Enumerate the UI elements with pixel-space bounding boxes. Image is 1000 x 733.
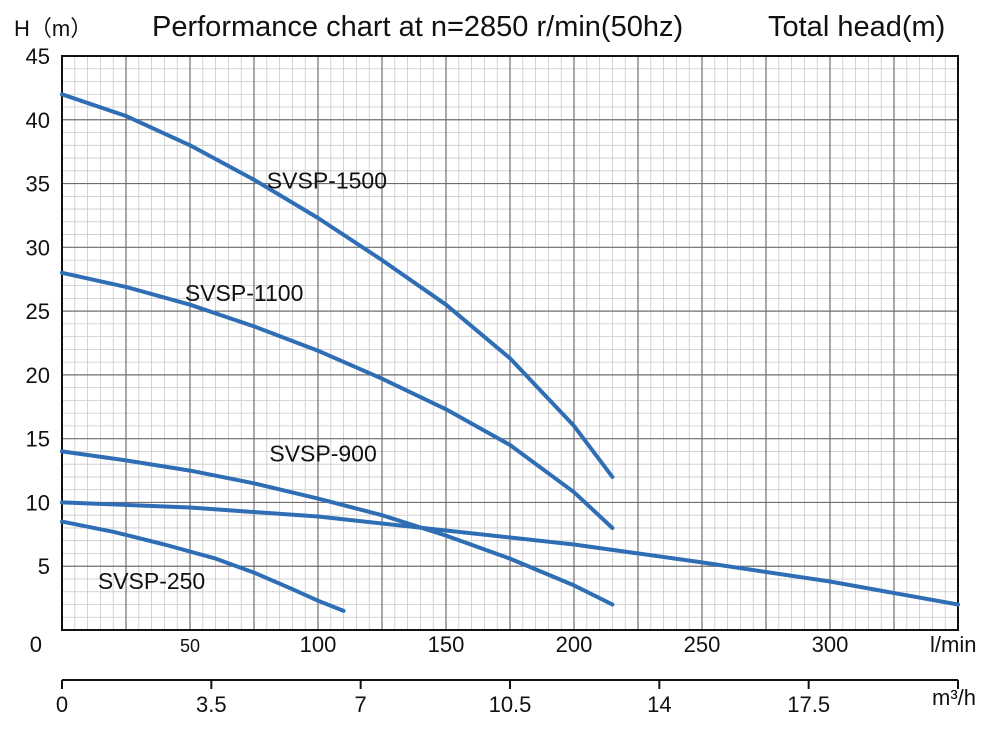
x2-tick-label: 0 bbox=[56, 692, 68, 717]
series-line-svsp-1100 bbox=[60, 270, 615, 530]
series-line-unlabeled-3 bbox=[60, 500, 960, 607]
y-tick-label: 0 bbox=[30, 632, 42, 657]
y-axis-label: H（m） bbox=[14, 16, 92, 41]
x-tick-label: 50 bbox=[180, 636, 200, 656]
series-line-svsp-900 bbox=[60, 449, 615, 607]
series-label-svsp-1500: SVSP-1500 bbox=[267, 168, 387, 194]
x-tick-label: 100 bbox=[300, 632, 337, 657]
x-tick-label: 200 bbox=[556, 632, 593, 657]
x2-tick-label: 17.5 bbox=[787, 692, 830, 717]
major-gridlines bbox=[62, 56, 958, 630]
series-labels: SVSP-1500 SVSP-1100 SVSP-900 SVSP-250 bbox=[98, 168, 387, 595]
x-tick-label: 300 bbox=[812, 632, 849, 657]
y-tick-label: 10 bbox=[26, 490, 50, 515]
y-tick-label: 40 bbox=[26, 108, 50, 133]
series-label-svsp-900: SVSP-900 bbox=[269, 441, 376, 467]
y-tick-label: 15 bbox=[26, 427, 50, 452]
y-tick-label: 25 bbox=[26, 299, 50, 324]
y-tick-labels: 0 5 10 15 20 25 30 35 40 45 bbox=[26, 44, 50, 657]
x2-tick-label: 14 bbox=[647, 692, 671, 717]
series-line-svsp-1500 bbox=[60, 92, 615, 479]
x-axis-label-primary: l/min bbox=[930, 632, 976, 657]
series-line-svsp-250 bbox=[60, 519, 346, 613]
x-tick-labels: 50 100 150 200 250 300 bbox=[180, 632, 848, 657]
secondary-x-axis: 0 3.5 7 10.5 14 17.5 bbox=[56, 679, 959, 717]
series-layer bbox=[60, 92, 960, 613]
x-tick-label: 150 bbox=[428, 632, 465, 657]
y-tick-label: 30 bbox=[26, 235, 50, 260]
y-tick-label: 5 bbox=[38, 554, 50, 579]
x-axis-label-secondary: m³/h bbox=[932, 685, 976, 710]
y-tick-label: 35 bbox=[26, 172, 50, 197]
x2-tick-label: 10.5 bbox=[489, 692, 532, 717]
chart-title: Performance chart at n=2850 r/min(50hz) bbox=[152, 11, 683, 43]
series-label-svsp-1100: SVSP-1100 bbox=[185, 280, 303, 306]
y-tick-label: 20 bbox=[26, 363, 50, 388]
y-tick-label: 45 bbox=[26, 44, 50, 69]
plot-frame bbox=[61, 55, 959, 631]
x2-tick-label: 7 bbox=[355, 692, 367, 717]
series-label-svsp-250: SVSP-250 bbox=[98, 568, 205, 594]
x-tick-label: 250 bbox=[684, 632, 721, 657]
x2-tick-label: 3.5 bbox=[196, 692, 227, 717]
chart-title-right: Total head(m) bbox=[768, 11, 945, 43]
